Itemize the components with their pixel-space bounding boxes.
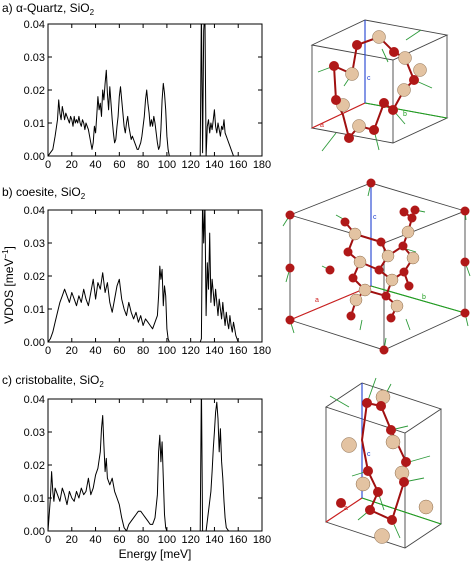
x-tick-label: 80 [137,534,149,546]
x-tick-label: 40 [89,534,101,546]
y-tick-label: 0.02 [24,85,45,97]
y-tick-label: 0.04 [24,394,45,406]
axis-a-label: a [344,505,348,512]
x-tick-label: 60 [113,159,125,171]
y-tick-label: 0.03 [24,238,45,250]
x-tick-label: 160 [229,345,247,357]
x-tick-label: 80 [137,159,149,171]
coesite-structure-diagram: a b c [282,178,471,355]
axis-a-line [289,285,372,321]
y-tick-label: 0.00 [24,151,45,163]
atoms [285,178,470,355]
axis-c-label: c [367,75,371,82]
x-tick-label: 0 [45,534,51,546]
vdos-plot-cristobalite: 0 20 40 60 80 100 120 140 160 180 0.00 0.01 0.02 0.03… [24,394,272,546]
atoms [336,389,434,544]
x-tick-label: 0 [45,159,51,171]
plot-frame [47,398,263,532]
y-axis-title: VDOS [meV−1] [1,246,16,324]
axis-a-label: a [315,297,319,304]
x-tick-label: 100 [158,159,176,171]
vdos-series-line [48,210,262,342]
x-tick-label: 20 [66,345,78,357]
y-tick-label: 0.00 [24,337,45,349]
axis-b-line [370,285,466,314]
axis-b-label: b [403,111,407,118]
vdos-series-line [48,399,262,531]
y-tick-label: 0.00 [24,526,45,538]
y-tick-label: 0.04 [24,19,45,31]
x-tick-label: 120 [181,345,199,357]
axis-c-label: c [367,451,371,458]
x-tick-label: 40 [89,345,101,357]
x-tick-label: 60 [113,345,125,357]
y-tick-label: 0.03 [24,52,45,64]
x-tick-label: 180 [253,345,271,357]
axis-b-label: b [422,294,426,301]
y-tick-label: 0.01 [24,118,45,130]
panel-b-title: b) coesite, SiO2 [2,185,86,201]
axis-a-line [325,497,363,523]
x-tick-label: 20 [66,159,78,171]
y-tick-label: 0.02 [24,460,45,472]
x-tick-label: 160 [229,534,247,546]
vdos-plot-coesite: 0 20 40 60 80 100 120 140 160 180 0.00 0.01 0.02 0.03… [24,205,272,357]
cristobalite-structure-diagram: a b c [324,377,443,549]
axis-b-line [361,497,442,525]
x-tick-label: 0 [45,345,51,357]
y-tick-label: 0.02 [24,271,45,283]
x-tick-label: 160 [229,159,247,171]
x-tick-label: 180 [253,534,271,546]
vdos-plot-quartz: 0 20 40 60 80 100 120 140 160 180 0.00 0.01 0.02 0.03… [24,19,272,171]
vdos-series-line [48,24,262,156]
x-tick-label: 180 [253,159,271,171]
axis-c-label: c [373,214,377,221]
x-tick-label: 140 [205,534,223,546]
atoms [329,30,427,143]
panel-c-title: c) cristobalite, SiO2 [2,373,104,389]
quartz-structure-diagram: a b c [310,19,449,152]
x-tick-label: 140 [205,159,223,171]
y-tick-label: 0.03 [24,427,45,439]
x-tick-label: 100 [158,345,176,357]
x-tick-label: 120 [181,159,199,171]
x-tick-label: 60 [113,534,125,546]
axis-a-line [311,102,366,129]
y-tick-label: 0.01 [24,493,45,505]
x-tick-label: 20 [66,534,78,546]
x-tick-label: 120 [181,534,199,546]
x-tick-label: 40 [89,159,101,171]
axis-a-label: a [320,122,324,129]
panel-a-title: a) α-Quartz, SiO2 [2,1,95,17]
x-tick-label: 140 [205,345,223,357]
axis-b-line [364,102,448,119]
x-tick-label: 100 [158,534,176,546]
x-tick-label: 80 [137,345,149,357]
plot-frame [47,23,263,157]
x-axis-title: Energy [meV] [119,547,192,561]
y-tick-label: 0.04 [24,205,45,217]
y-tick-label: 0.01 [24,304,45,316]
